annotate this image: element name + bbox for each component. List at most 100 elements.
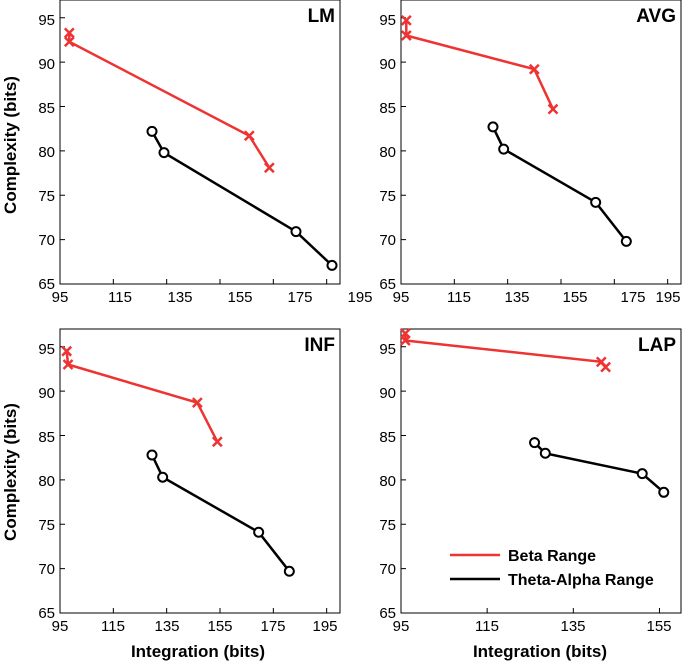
data-point-circle	[498, 143, 510, 155]
y-ticks: 65 70 75 80 85 90 95	[379, 341, 396, 622]
data-point-x	[63, 27, 75, 39]
panel-title: AVG	[636, 6, 676, 27]
data-point-x	[191, 397, 203, 409]
data-point-circle	[658, 486, 670, 498]
x-ticks: 95 115 135 155 175 195	[393, 289, 681, 306]
series-line	[150, 454, 291, 573]
x-tick-label: 95	[393, 289, 410, 306]
x-tick-label: 135	[504, 289, 529, 306]
y-tick-label: 65	[379, 276, 396, 293]
x-tick-label: 95	[393, 618, 410, 635]
y-tick-label: 75	[38, 188, 55, 205]
series-line	[150, 130, 333, 267]
data-point-circle	[158, 147, 170, 159]
data-point-x	[243, 130, 255, 142]
x-tick-label: 175	[260, 618, 285, 635]
data-point-x	[61, 345, 73, 357]
x-axis-label: Integration (bits)	[473, 642, 607, 661]
series-line	[404, 333, 607, 368]
y-tick-label: 95	[38, 341, 55, 358]
x-tick-label: 115	[447, 289, 471, 306]
data-point-circle	[253, 526, 265, 538]
x-tick-label: 195	[347, 289, 372, 306]
panel-title: INF	[304, 335, 335, 356]
y-tick-label: 70	[379, 561, 396, 578]
x-tick-label: 155	[207, 618, 232, 635]
data-point-x	[399, 335, 411, 346]
y-tick-label: 95	[38, 12, 55, 29]
x-tick-label: 95	[52, 618, 69, 635]
data-point-circle	[283, 565, 295, 577]
y-tick-label: 85	[38, 429, 55, 446]
x-tick-label: 195	[312, 618, 337, 635]
data-point-x	[211, 436, 223, 448]
x-tick-label: 135	[154, 618, 179, 635]
series-line	[65, 351, 219, 443]
plot-frame	[59, 328, 341, 614]
x-tick-label: 135	[167, 289, 192, 306]
x-tick-label: 135	[560, 618, 585, 635]
y-tick-label: 70	[38, 232, 55, 249]
y-tick-label: 80	[38, 473, 55, 490]
data-point-x	[62, 359, 74, 370]
y-tick-label: 90	[379, 56, 396, 73]
legend-label-theta-alpha: Theta-Alpha Range	[508, 572, 654, 589]
y-tick-label: 70	[38, 561, 55, 578]
data-point-circle	[290, 226, 302, 238]
data-point-x	[547, 103, 559, 115]
panel-avg: 95 115 135 155 175 195 65 70 75 80 85 90…	[379, 0, 682, 306]
data-point-circle	[157, 471, 169, 483]
data-point-circle	[487, 121, 499, 133]
data-point-x	[400, 15, 412, 26]
y-tick-label: 80	[38, 144, 55, 161]
x-tick-label: 155	[646, 618, 671, 635]
y-tick-label: 80	[379, 473, 396, 490]
series-line	[533, 441, 665, 494]
x-tick-label: 175	[620, 289, 645, 306]
data-point-x	[63, 36, 75, 48]
panel-lap: 95 115 135 155 65 70 75 80 85 90 95 LAP …	[379, 328, 682, 661]
x-tick-label: 115	[475, 618, 499, 635]
y-tick-label: 65	[38, 276, 55, 293]
y-ticks: 65 70 75 80 85 90 95	[38, 12, 55, 293]
y-tick-label: 75	[38, 517, 55, 534]
x-tick-label: 95	[52, 289, 69, 306]
data-point-circle	[636, 468, 648, 480]
panel-title: LAP	[638, 335, 676, 356]
data-point-circle	[590, 196, 602, 208]
plot-frame	[400, 328, 682, 614]
y-tick-label: 75	[379, 188, 396, 205]
x-tick-label: 155	[562, 289, 587, 306]
plot-marks	[59, 17, 338, 285]
y-tick-label: 85	[379, 429, 396, 446]
x-tick-label: 175	[287, 289, 312, 306]
data-point-circle	[529, 437, 541, 449]
x-tick-label: 115	[101, 618, 125, 635]
panel-lm: 95 115 135 155 175 195 65 70 75 80 85 90…	[1, 0, 373, 306]
x-ticks: 95 115 135 155 175 195	[52, 289, 373, 306]
series-line	[68, 32, 271, 169]
y-tick-label: 65	[379, 605, 396, 622]
x-ticks: 95 115 135 155 175 195	[52, 618, 338, 635]
plot-marks	[399, 328, 670, 614]
y-ticks: 65 70 75 80 85 90 95	[379, 12, 396, 293]
series-line	[405, 20, 555, 110]
plot-marks	[400, 15, 669, 285]
y-axis-label: Complexity (bits)	[1, 403, 20, 541]
y-tick-label: 75	[379, 517, 396, 534]
legend: Beta Range Theta-Alpha Range	[450, 548, 654, 589]
plot-frame	[59, 0, 341, 285]
data-point-x	[400, 30, 412, 41]
data-point-x	[600, 361, 611, 373]
panel-inf: 95 115 135 155 175 195 65 70 75 80 85 90…	[1, 328, 341, 661]
x-axis-label: Integration (bits)	[131, 642, 265, 661]
data-point-x	[528, 63, 540, 75]
y-tick-label: 90	[38, 56, 55, 73]
data-point-circle	[539, 447, 551, 459]
legend-label-beta: Beta Range	[508, 548, 596, 565]
y-tick-label: 95	[379, 12, 396, 29]
data-point-circle	[326, 259, 338, 271]
y-tick-label: 90	[38, 385, 55, 402]
y-tick-label: 95	[379, 341, 396, 358]
